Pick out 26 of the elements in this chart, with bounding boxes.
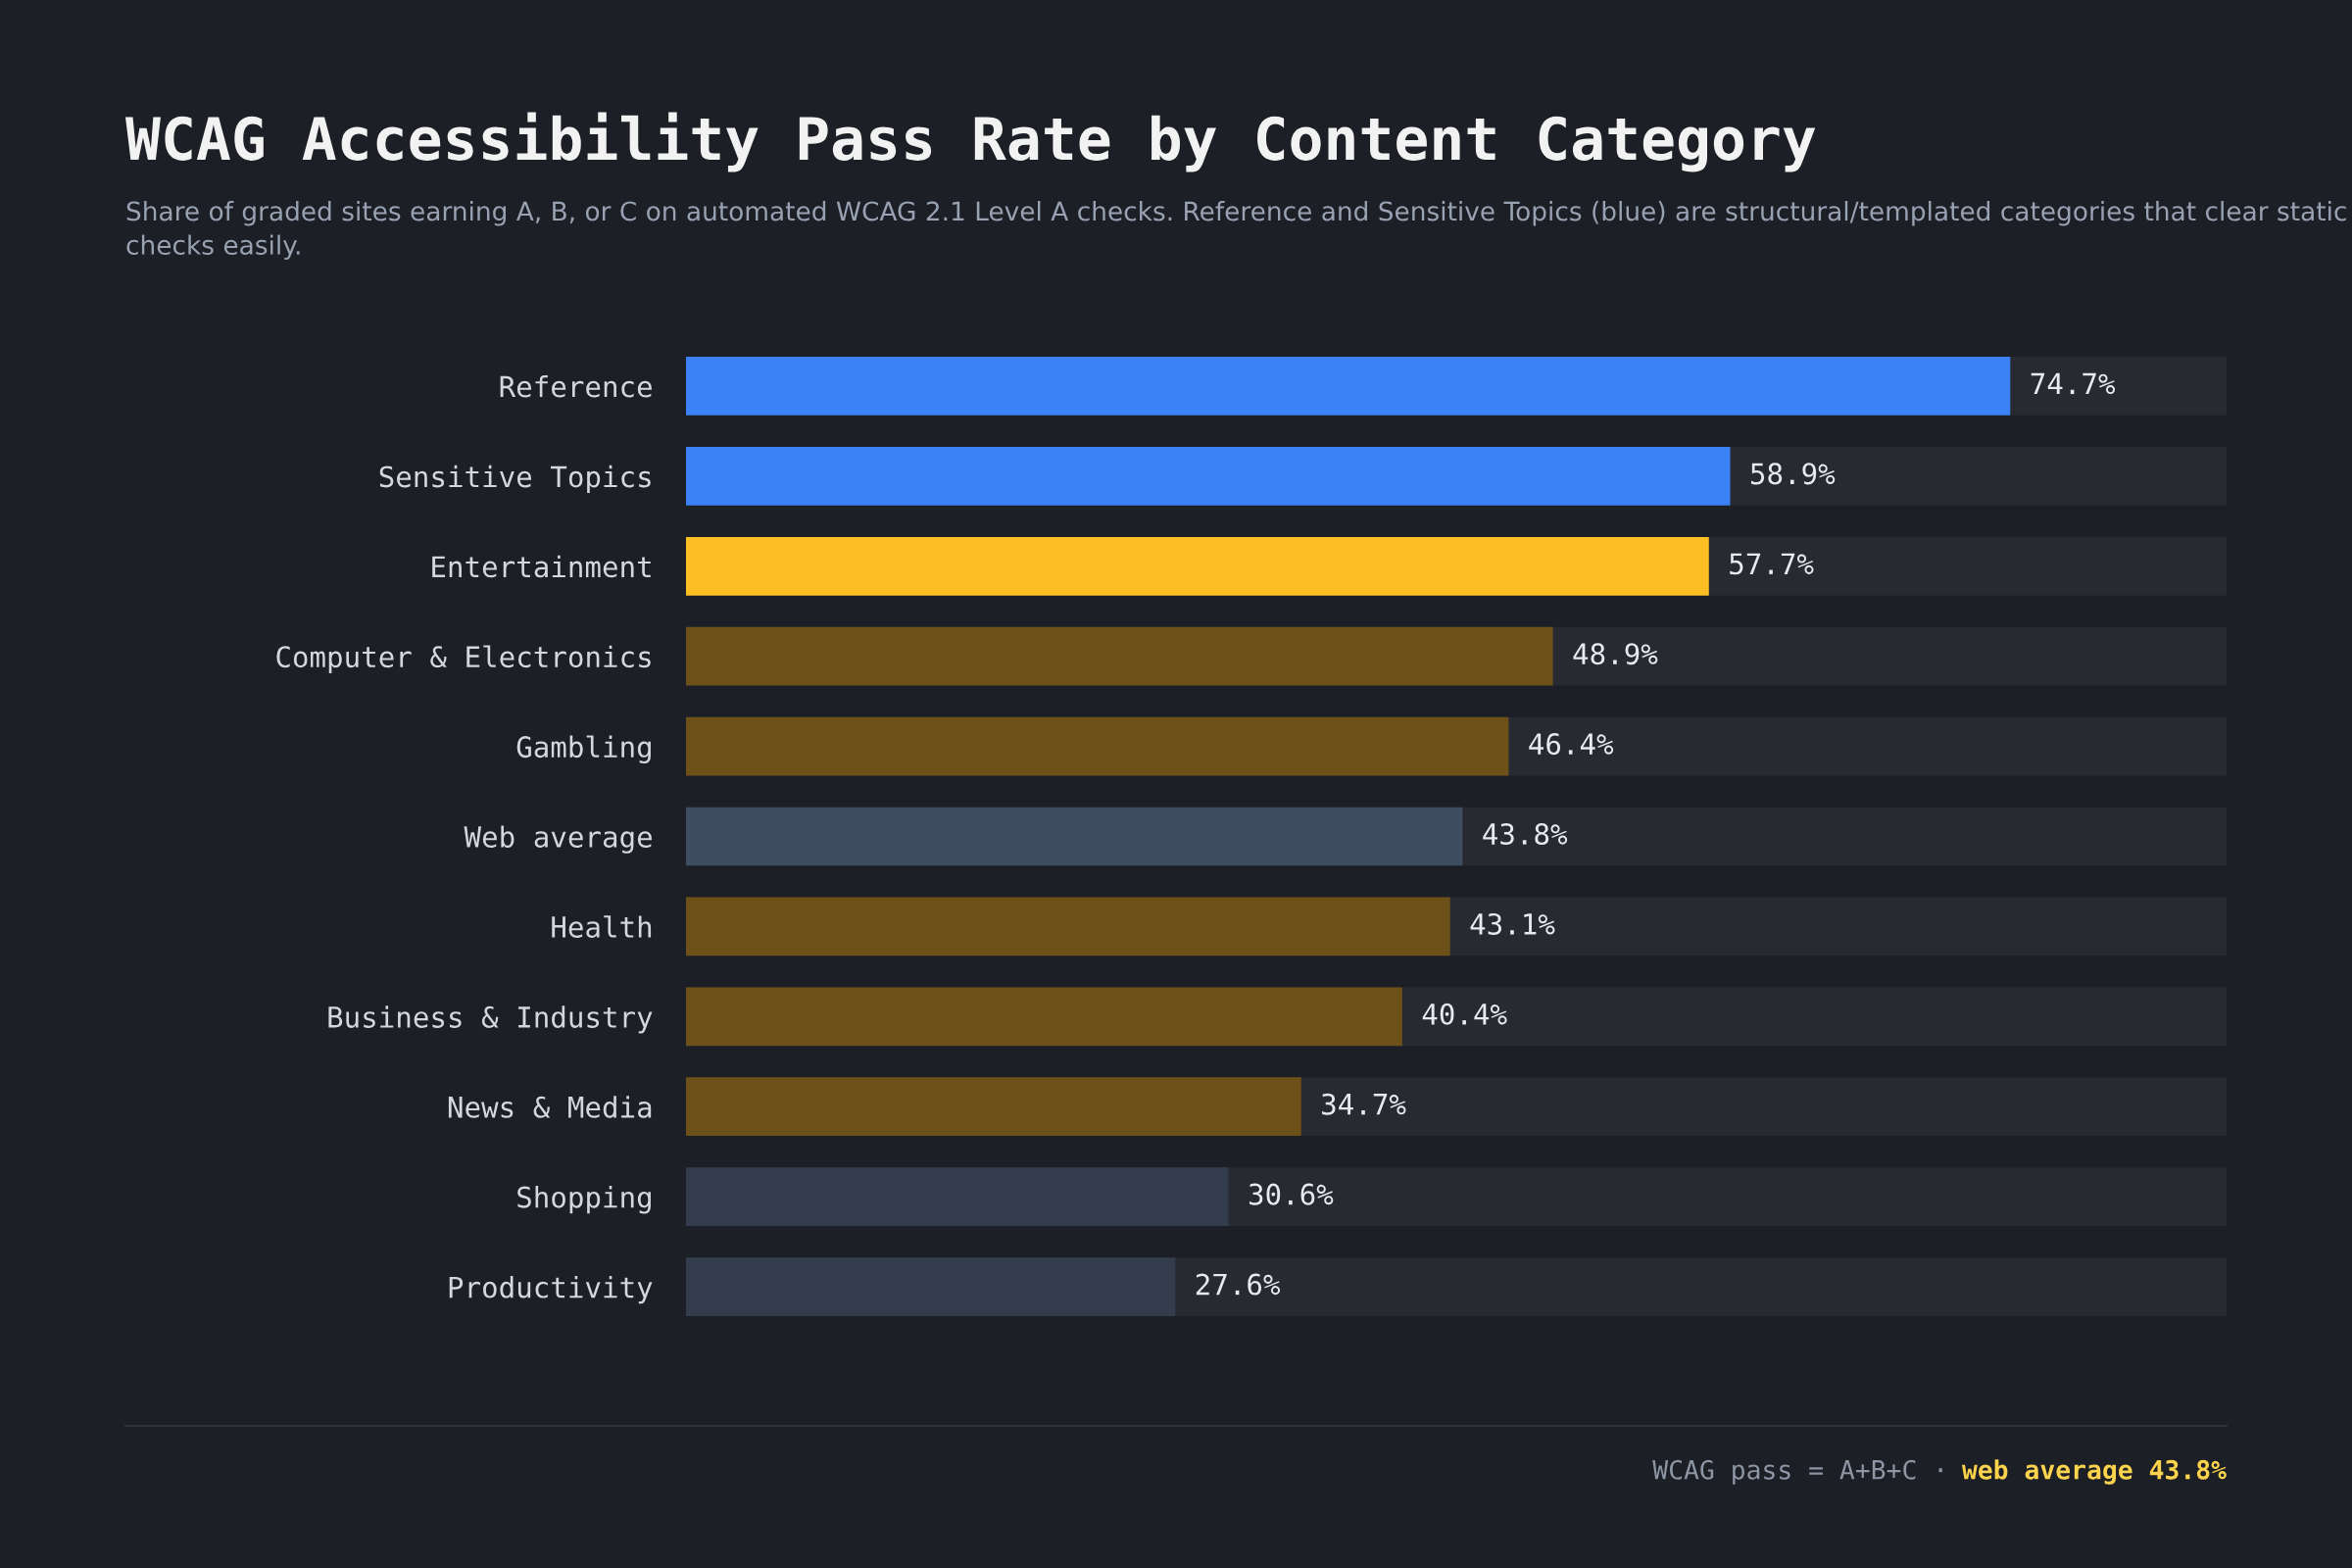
data-label: 74.7% (2031, 372, 2116, 395)
y-tick-label: Sensitive Topics (379, 465, 651, 494)
y-tick-label: Entertainment (432, 555, 651, 578)
chart-subtitle: Share of graded sites earning A, B, or C on automated WCAG 2.1 Level A checks. Reference and Sensitive Topics (blue) are structural/templated categories that clear static checks easily. (126, 201, 2346, 261)
data-label: 48.9% (1573, 643, 1658, 665)
data-label: 34.7% (1322, 1093, 1406, 1115)
y-tick-label: Business & Industry (328, 1005, 653, 1034)
data-label: 43.1% (1470, 912, 1555, 935)
y-tick-label: Gambling (516, 735, 651, 764)
y-tick-label: Productivity (449, 1276, 653, 1304)
y-tick-label: Health (552, 915, 652, 938)
text: WCAG pass = A+B+C · (1652, 1459, 1942, 1485)
data-label: 57.7% (1730, 553, 1814, 575)
data-label: 27.6% (1196, 1273, 1281, 1296)
data-label: 58.9% (1750, 463, 1836, 485)
data-label: 40.4% (1422, 1003, 1507, 1025)
y-tick-label: Web average (464, 825, 652, 854)
y-tick-label: Shopping (517, 1186, 651, 1214)
text: web average 43.8% (1961, 1459, 2227, 1485)
y-tick-label: Computer & Electronics (276, 645, 651, 673)
chart-title: WCAG Accessibility Pass Rate by Content Category (125, 112, 1816, 172)
y-tick-label: Reference (500, 374, 652, 398)
data-label: 46.4% (1529, 733, 1614, 756)
data-label: 30.6% (1249, 1183, 1334, 1205)
y-tick-label: News & Media (448, 1096, 652, 1118)
data-label: 43.8% (1483, 822, 1568, 846)
